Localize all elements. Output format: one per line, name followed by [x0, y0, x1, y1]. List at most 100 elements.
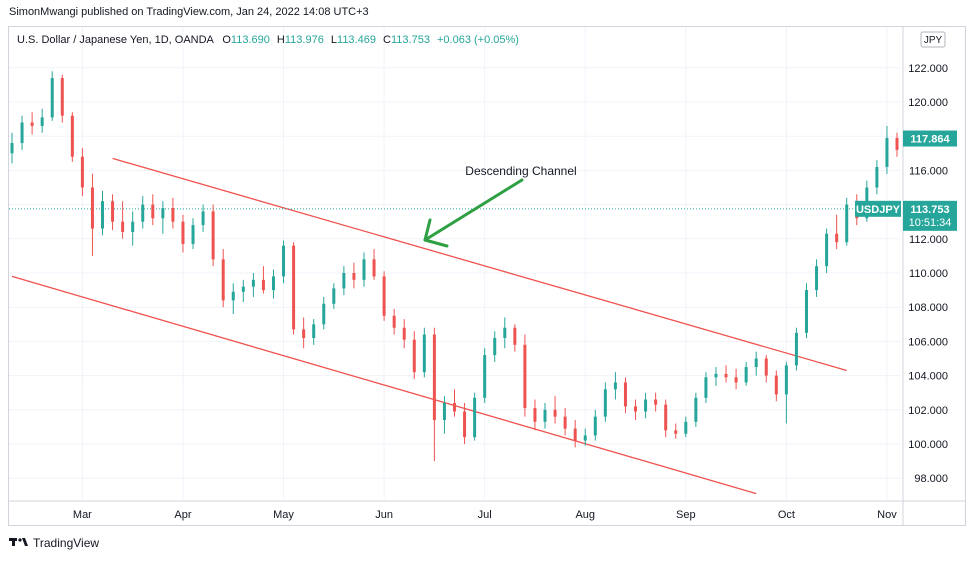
candle-body	[613, 382, 617, 390]
candle-body	[704, 377, 708, 398]
candle-body	[131, 221, 135, 232]
published-caption: SimonMwangi published on TradingView.com…	[9, 6, 369, 18]
candle-body	[543, 409, 547, 422]
candle-body	[825, 233, 829, 267]
x-tick-label: Nov	[877, 509, 897, 521]
y-tick-label: 106.000	[908, 336, 948, 348]
y-tick-label: 112.000	[909, 234, 948, 246]
footer: TradingView	[9, 536, 99, 550]
candle-body	[603, 389, 607, 417]
last-high-label: 117.864	[910, 134, 950, 146]
candle-body	[392, 315, 396, 328]
candle-body	[523, 344, 527, 409]
low-value: 113.469	[337, 34, 376, 46]
symbol-badge	[855, 200, 901, 217]
candle-body	[141, 204, 145, 222]
current-price-badge	[903, 200, 957, 231]
chart-frame	[8, 26, 966, 526]
candle-body	[101, 201, 105, 229]
candle-body	[50, 78, 54, 118]
candle-body	[302, 329, 306, 338]
candle-body	[623, 382, 627, 407]
currency-tag-box	[920, 31, 946, 48]
symbol-name: U.S. Dollar / Japanese Yen, 1D, OANDA	[17, 34, 215, 46]
x-tick-label: Sep	[676, 509, 696, 521]
candle-body	[60, 78, 64, 116]
candle-body	[442, 402, 446, 421]
candle-body	[372, 259, 376, 277]
candle-body	[654, 399, 658, 405]
x-tick-label: Jun	[375, 509, 393, 521]
candle-body	[573, 428, 577, 441]
candle-body	[271, 276, 275, 291]
x-tick-label: Aug	[575, 509, 595, 521]
channel-lower-line	[11, 275, 757, 495]
candle-body	[121, 221, 125, 232]
open-label: O	[222, 34, 231, 46]
candle-body	[20, 122, 24, 144]
candle-body	[362, 259, 366, 280]
close-label: C	[383, 34, 391, 46]
low-label: L	[331, 34, 337, 46]
tradingview-logo-icon	[9, 536, 29, 550]
candle-body	[40, 117, 44, 126]
annotation-text: Descending Channel	[465, 164, 576, 178]
candle-body	[382, 276, 386, 316]
candle-body	[875, 166, 879, 188]
candle-body	[885, 137, 889, 167]
y-tick-label: 102.000	[908, 405, 948, 417]
candle-body	[90, 187, 94, 229]
candle-body	[80, 156, 84, 188]
candle-body	[251, 279, 255, 287]
candle-body	[181, 221, 185, 244]
currency-label: JPY	[924, 35, 943, 46]
candle-body	[583, 435, 587, 441]
close-value: 113.753	[391, 34, 430, 46]
time-axis[interactable]: MarAprMayJunJulAugSepOctNovDec	[73, 509, 975, 521]
candle-body	[70, 115, 74, 157]
x-tick-label: Mar	[73, 509, 92, 521]
candle-body	[784, 365, 788, 395]
channel-upper-line	[112, 157, 847, 372]
x-tick-label: Oct	[778, 509, 795, 521]
footer-brand: TradingView	[33, 536, 100, 550]
candle-body	[352, 273, 356, 280]
candle-body	[241, 286, 245, 292]
y-tick-label: 108.000	[908, 302, 948, 314]
candle-body	[694, 397, 698, 422]
candle-body	[493, 337, 497, 356]
symbol-legend: U.S. Dollar / Japanese Yen, 1D, OANDA O1…	[17, 34, 519, 46]
annotation-arrow	[423, 178, 524, 242]
candle-body	[764, 358, 768, 376]
candle-body	[503, 327, 507, 338]
symbol-ohlc-line: U.S. Dollar / Japanese Yen, 1D, OANDA O1…	[17, 34, 519, 46]
candle-body	[111, 201, 115, 222]
candle-body	[342, 273, 346, 289]
candle-body	[171, 208, 175, 222]
open-value: 113.690	[231, 34, 270, 46]
candle-body	[815, 266, 819, 291]
x-tick-label: Apr	[174, 509, 191, 521]
candle-body	[30, 122, 34, 126]
price-axis[interactable]: 98.000 100.000 102.000 104.000 106.000 108.00…	[908, 63, 948, 485]
candle-body	[794, 332, 798, 366]
candle-body	[261, 279, 265, 291]
symbol-badge-label: USDJPY	[856, 204, 901, 216]
candle-body	[432, 334, 436, 421]
y-tick-label: 120.000	[908, 97, 948, 109]
candle-body	[513, 327, 517, 345]
candle-body	[634, 406, 638, 412]
currency-tag[interactable]: JPY	[920, 31, 946, 48]
candle-body	[332, 288, 336, 304]
candle-body	[774, 375, 778, 395]
candle-body	[714, 373, 718, 378]
candle-body	[10, 143, 14, 154]
candle-body	[563, 416, 567, 429]
high-label: H	[277, 34, 285, 46]
current-price-label: 113.753	[910, 204, 949, 216]
candle-body	[533, 408, 537, 422]
candle-body	[191, 225, 195, 244]
candle-body	[483, 355, 487, 398]
candle-body	[453, 402, 456, 412]
